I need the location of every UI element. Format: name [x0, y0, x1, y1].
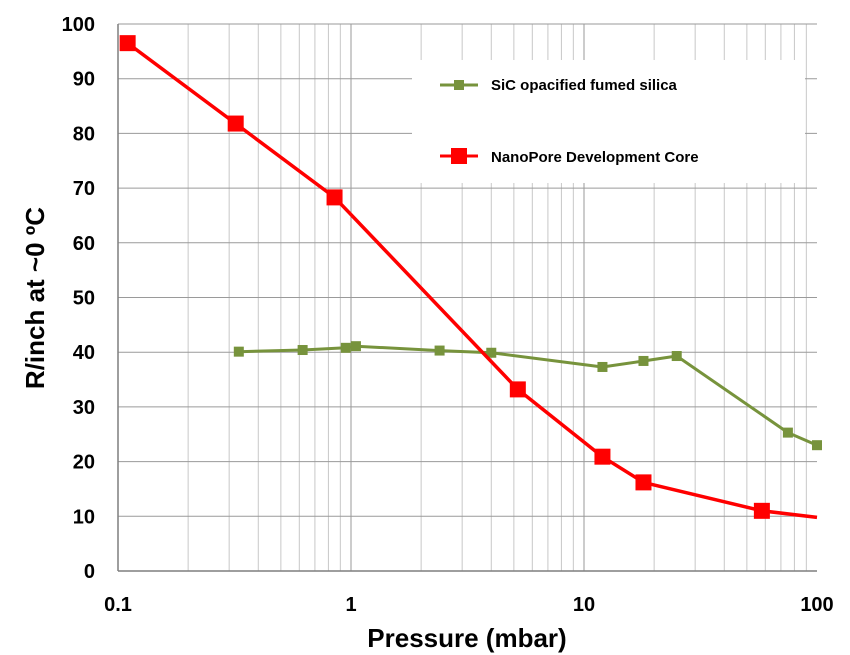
x-tick-label: 1 — [345, 594, 356, 616]
data-point — [509, 381, 526, 398]
data-point — [350, 341, 361, 352]
data-point — [297, 345, 308, 356]
y-tick-label: 80 — [73, 123, 95, 145]
legend-label-sic: SiC opacified fumed silica — [491, 77, 678, 94]
data-point — [594, 448, 611, 465]
data-point — [753, 502, 770, 519]
data-point — [782, 427, 793, 438]
tick-labels: 0.1 1 10 100 0 10 20 30 40 50 60 70 80 90 100 — [62, 14, 834, 616]
axes — [117, 24, 817, 572]
data-point — [635, 474, 652, 491]
y-tick-label: 60 — [73, 233, 95, 255]
data-point — [233, 346, 244, 357]
legend-marker-nanopore — [451, 148, 467, 164]
data-point — [597, 361, 608, 372]
data-point — [638, 355, 649, 366]
legend-marker-sic — [454, 80, 464, 90]
x-tick-label: 100 — [800, 594, 833, 616]
x-tick-label: 0.1 — [104, 594, 132, 616]
data-point — [119, 35, 136, 52]
series-layer — [119, 35, 822, 520]
series-line — [126, 41, 818, 520]
data-point — [434, 345, 445, 356]
y-axis-title: R/inch at ~0 ºC — [20, 207, 50, 389]
legend: SiC opacified fumed silica NanoPore Deve… — [412, 60, 805, 183]
series-nanopore-development-core — [119, 35, 818, 520]
series-sic-opacified-fumed-silica — [233, 341, 822, 451]
legend-label-nanopore: NanoPore Development Core — [491, 149, 699, 166]
legend-box — [412, 60, 805, 183]
y-tick-label: 50 — [73, 288, 95, 310]
y-tick-label: 10 — [73, 506, 95, 528]
x-tick-label: 10 — [573, 594, 595, 616]
data-point — [486, 347, 497, 358]
y-tick-label: 100 — [62, 14, 95, 36]
y-tick-label: 90 — [73, 69, 95, 91]
data-point — [812, 440, 822, 451]
y-tick-label: 30 — [73, 397, 95, 419]
y-tick-label: 20 — [73, 452, 95, 474]
data-point — [671, 351, 682, 362]
x-axis-title: Pressure (mbar) — [367, 623, 566, 653]
data-point — [227, 115, 244, 132]
data-point — [326, 189, 343, 206]
y-tick-label: 70 — [73, 178, 95, 200]
y-tick-label: 0 — [84, 561, 95, 583]
data-point — [340, 342, 351, 353]
y-tick-label: 40 — [73, 342, 95, 364]
